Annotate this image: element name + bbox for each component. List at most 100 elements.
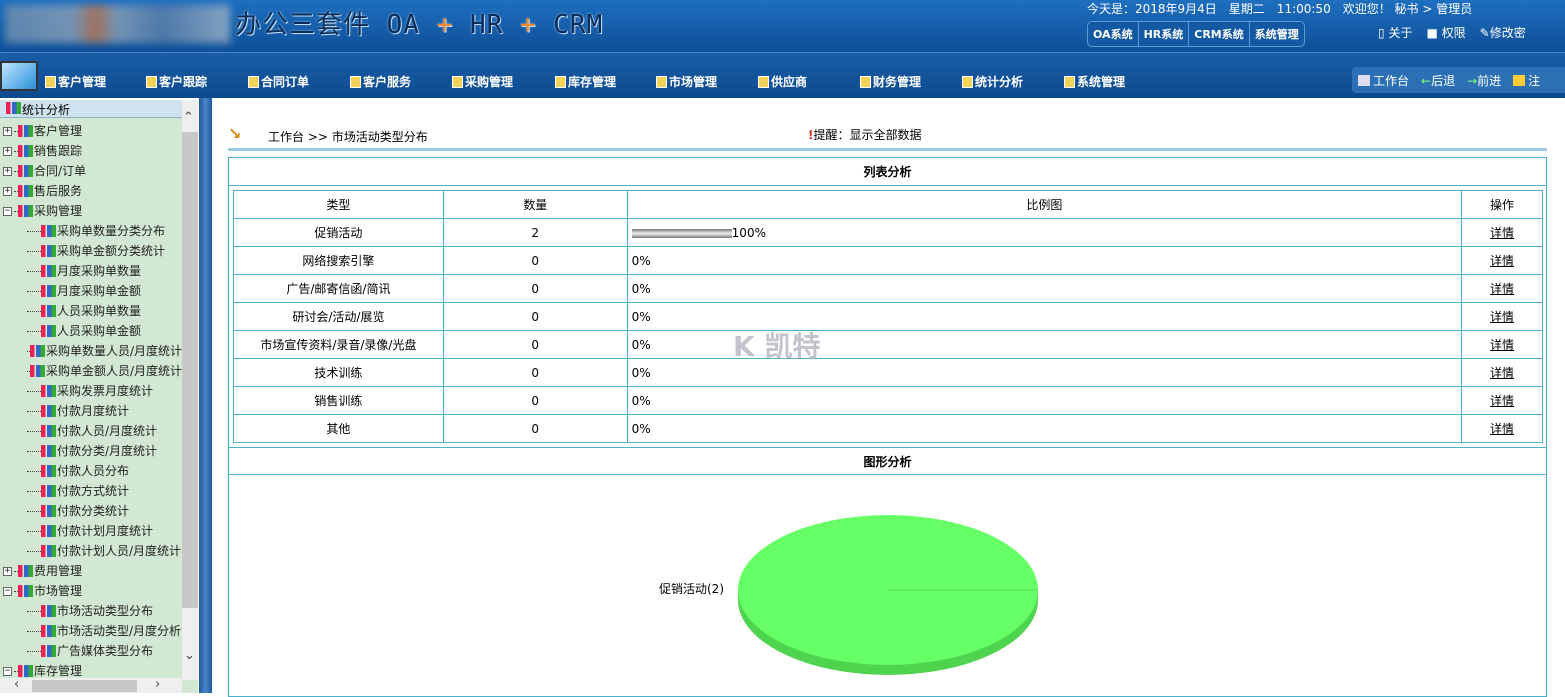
nav-market[interactable]: 市场管理 bbox=[656, 73, 717, 90]
sidebar-item[interactable]: 采购发票月度统计 bbox=[0, 381, 182, 401]
expand-icon[interactable]: + bbox=[3, 145, 12, 156]
tree-line bbox=[27, 270, 41, 272]
chart-icon bbox=[29, 365, 45, 377]
workbench-button[interactable]: 工作台 bbox=[1358, 72, 1409, 89]
sidebar-item[interactable]: 付款分类/月度统计 bbox=[0, 441, 182, 461]
about-link[interactable]: ▯ 关于 bbox=[1378, 24, 1412, 41]
permission-link[interactable]: ■ 权限 bbox=[1426, 24, 1465, 41]
expand-icon[interactable]: + bbox=[3, 565, 12, 576]
sidebar-item-label: 采购单数量分类分布 bbox=[57, 224, 166, 238]
sidebar-item[interactable]: + 客户管理 bbox=[0, 121, 182, 141]
forward-button[interactable]: →前进 bbox=[1467, 72, 1501, 89]
quick-toolbar: 工作台 ←后退 →前进 注 bbox=[1352, 67, 1565, 93]
collapse-icon[interactable]: − bbox=[3, 665, 12, 676]
sidebar-item[interactable]: 月度采购单数量 bbox=[0, 261, 182, 281]
sidebar-item[interactable]: 人员采购单数量 bbox=[0, 301, 182, 321]
tab-oa[interactable]: OA系统 bbox=[1088, 22, 1139, 46]
chart-icon bbox=[6, 102, 21, 114]
sidebar-item[interactable]: 付款计划人员/月度统计 bbox=[0, 541, 182, 561]
tab-hr[interactable]: HR系统 bbox=[1139, 22, 1190, 46]
cell-action: 详情 bbox=[1461, 302, 1543, 331]
nav-customer[interactable]: 客户管理 bbox=[45, 73, 106, 90]
cell-count: 0 bbox=[442, 358, 628, 387]
chart-icon bbox=[18, 585, 33, 597]
splitter[interactable] bbox=[199, 98, 212, 693]
tree-line bbox=[27, 370, 30, 372]
sidebar-item[interactable]: 采购单金额人员/月度统计 bbox=[0, 361, 182, 381]
expand-icon[interactable]: + bbox=[3, 125, 12, 136]
sidebar-item[interactable]: 广告媒体类型分布 bbox=[0, 641, 182, 661]
nav-finance[interactable]: 财务管理 bbox=[860, 73, 921, 90]
expand-icon[interactable]: + bbox=[3, 165, 12, 176]
cell-action: 详情 bbox=[1461, 330, 1543, 359]
cell-type: 销售训练 bbox=[233, 386, 444, 415]
nav-system[interactable]: 系统管理 bbox=[1064, 73, 1125, 90]
col-action: 操作 bbox=[1461, 190, 1543, 219]
cell-ratio: 0% bbox=[626, 274, 1463, 303]
detail-link[interactable]: 详情 bbox=[1490, 366, 1515, 380]
nav-purchase[interactable]: 采购管理 bbox=[452, 73, 513, 90]
detail-link[interactable]: 详情 bbox=[1490, 394, 1515, 408]
detail-link[interactable]: 详情 bbox=[1490, 282, 1515, 296]
sidebar-item[interactable]: 采购单金额分类统计 bbox=[0, 241, 182, 261]
change-password-link[interactable]: ✎修改密 bbox=[1480, 24, 1526, 41]
sidebar-item[interactable]: 付款月度统计 bbox=[0, 401, 182, 421]
sidebar-vscroll-thumb[interactable] bbox=[182, 132, 198, 608]
sidebar-item[interactable]: + 销售跟踪 bbox=[0, 141, 182, 161]
collapse-icon[interactable]: − bbox=[3, 205, 12, 216]
sidebar-item[interactable]: 采购单数量分类分布 bbox=[0, 221, 182, 241]
sidebar-item[interactable]: 市场活动类型/月度分析 bbox=[0, 621, 182, 641]
sidebar-item[interactable]: − 采购管理 bbox=[0, 201, 182, 221]
sidebar-root[interactable]: 统计分析 bbox=[0, 100, 198, 118]
expand-icon[interactable]: + bbox=[3, 185, 12, 196]
sidebar-item[interactable]: + 售后服务 bbox=[0, 181, 182, 201]
scroll-down-icon[interactable]: ⌄ bbox=[184, 648, 195, 663]
table-row: 网络搜索引擎 0 0% 详情 bbox=[233, 246, 1543, 275]
nav-service[interactable]: 客户服务 bbox=[350, 73, 411, 90]
scroll-right-icon[interactable]: › bbox=[155, 677, 161, 692]
scroll-up-icon[interactable]: ⌃ bbox=[183, 110, 194, 125]
detail-link[interactable]: 详情 bbox=[1490, 338, 1515, 352]
back-button[interactable]: ←后退 bbox=[1421, 72, 1455, 89]
nav-label: 财务管理 bbox=[873, 75, 922, 89]
header-bar: 办公三套件 OA + HR + CRM 今天是：2018年9月4日 星期二 11… bbox=[0, 0, 1565, 52]
table-row: 广告/邮寄信函/简讯 0 0% 详情 bbox=[233, 274, 1543, 303]
nav-label: 客户跟踪 bbox=[159, 75, 208, 89]
chart-icon bbox=[41, 465, 56, 477]
sidebar-item[interactable]: 付款人员/月度统计 bbox=[0, 421, 182, 441]
scroll-left-icon[interactable]: ‹ bbox=[14, 677, 20, 692]
sidebar-item[interactable]: 月度采购单金额 bbox=[0, 281, 182, 301]
detail-link[interactable]: 详情 bbox=[1490, 226, 1515, 240]
sidebar-item[interactable]: 人员采购单金额 bbox=[0, 321, 182, 341]
tree-line bbox=[14, 210, 18, 212]
nav-supplier[interactable]: 供应商 bbox=[758, 73, 807, 90]
sidebar-item[interactable]: − 市场管理 bbox=[0, 581, 182, 601]
tree-line bbox=[27, 390, 41, 392]
sidebar-item-label: 人员采购单金额 bbox=[57, 324, 142, 338]
sidebar-hscroll-thumb[interactable] bbox=[32, 680, 137, 692]
nav-statistics[interactable]: 统计分析 bbox=[962, 73, 1023, 90]
nav-inventory[interactable]: 库存管理 bbox=[555, 73, 616, 90]
detail-link[interactable]: 详情 bbox=[1490, 310, 1515, 324]
tab-crm[interactable]: CRM系统 bbox=[1189, 22, 1250, 46]
ratio-text: 0% bbox=[631, 281, 651, 296]
nav-contract[interactable]: 合同订单 bbox=[248, 73, 309, 90]
detail-link[interactable]: 详情 bbox=[1490, 422, 1515, 436]
sidebar-item[interactable]: 采购单数量人员/月度统计 bbox=[0, 341, 182, 361]
collapse-icon[interactable]: − bbox=[3, 585, 12, 596]
sidebar-item[interactable]: 市场活动类型分布 bbox=[0, 601, 182, 621]
sidebar-item[interactable]: 付款分类统计 bbox=[0, 501, 182, 521]
sidebar-item-label: 广告媒体类型分布 bbox=[57, 644, 154, 658]
logout-icon bbox=[1513, 74, 1526, 86]
sidebar-item[interactable]: − 库存管理 bbox=[0, 661, 182, 681]
sidebar-item[interactable]: 付款计划月度统计 bbox=[0, 521, 182, 541]
logout-button[interactable]: 注 bbox=[1513, 72, 1540, 89]
sidebar-item[interactable]: + 合同/订单 bbox=[0, 161, 182, 181]
pie-label: 促销活动(2) bbox=[659, 582, 724, 596]
tab-system[interactable]: 系统管理 bbox=[1254, 28, 1299, 41]
sidebar-item[interactable]: + 费用管理 bbox=[0, 561, 182, 581]
detail-link[interactable]: 详情 bbox=[1490, 254, 1515, 268]
sidebar-item[interactable]: 付款方式统计 bbox=[0, 481, 182, 501]
nav-tracking[interactable]: 客户跟踪 bbox=[146, 73, 207, 90]
sidebar-item[interactable]: 付款人员分布 bbox=[0, 461, 182, 481]
